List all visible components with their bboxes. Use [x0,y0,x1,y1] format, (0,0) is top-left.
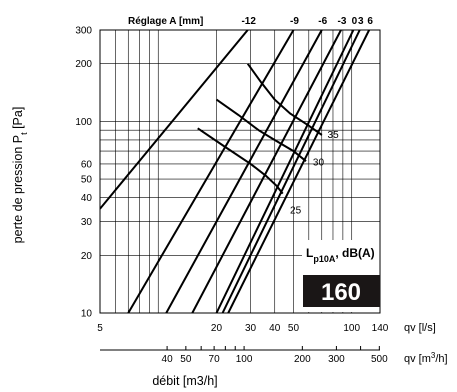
setting-line-3 [221,30,361,313]
noise-curve-25 [197,127,284,195]
y-tick-label: 50 [81,175,93,186]
y-tick-label: 300 [75,26,92,37]
y-axis-label: perte de pression Pt [Pa] [11,107,29,244]
setting-line-minus9 [127,30,295,313]
x-tick-label-m3h: 200 [294,354,311,365]
setting-label-minus6: -6 [318,16,327,27]
x-tick-label-ls: 20 [211,323,223,334]
y-tick-label: 60 [81,159,93,170]
x-tick-label-m3h: 500 [371,354,388,365]
noise-label-30: 30 [313,157,325,168]
setting-line-0 [215,30,355,313]
x-axis-secondary-label-main: qv [m [404,353,431,365]
y-axis-label-unit: [Pa] [11,107,25,133]
title-bg [120,14,375,28]
x-tick-label-m3h: 300 [328,354,345,365]
x-axis-primary-label: qv [l/s] [404,322,436,334]
x-tick-label-m3h: 100 [236,354,253,365]
setting-line-minus6 [165,30,323,313]
setting-line-minus3 [191,30,342,313]
y-axis-label-main: perte de pression P [11,135,25,243]
size-badge-text: 160 [321,279,361,306]
x-axis-label: débit [m3/h] [152,374,217,388]
noise-curve-35 [246,63,323,136]
setting-label-minus12: -12 [241,16,256,27]
setting-lines [100,30,384,313]
x-tick-label-ls: 30 [245,323,257,334]
x-tick-label-ls: 140 [372,323,389,334]
y-tick-label: 30 [81,217,93,228]
noise-curves: 35 30 25 [197,63,340,217]
chart-axes: 10 20 30 40 50 60 100 200 300 5 20 30 40 50 100 140 40 50… [75,26,388,366]
y-tick-label: 200 [75,59,92,70]
setting-label-minus9: -9 [290,16,299,27]
lp-label: Lp10A, dB(A) [306,246,375,264]
size-badge [303,275,380,307]
setting-label-3: 3 [358,16,364,27]
lp-label-unit: , dB(A) [335,246,374,260]
chart-labels: qv [l/s]qv [m3/h]débit [m3/h]perte de pr… [11,14,448,388]
x-tick-label-ls: 100 [343,323,360,334]
lp-label-main: L [306,246,313,260]
y-tick-label: 10 [81,309,93,320]
x-axis-secondary-label-end: /h] [435,353,447,365]
x-tick-label-m3h: 50 [180,354,192,365]
x-axis-secondary-label: qv [m3/h] [404,351,448,366]
setting-label-minus3: -3 [338,16,347,27]
noise-label-35: 35 [328,130,340,141]
chart-title: Réglage A [mm] [128,16,203,27]
y-tick-label: 20 [81,251,93,262]
x-tick-label-m3h: 70 [209,354,221,365]
x-tick-label-m3h: 40 [162,354,174,365]
x-axis-secondary-label-sup: 3 [431,351,436,360]
x-tick-label-ls: 50 [288,323,300,334]
x-tick-label-ls: 5 [97,323,103,334]
setting-line-minus12 [100,30,249,210]
y-tick-label: 40 [81,193,93,204]
setting-label-0: 0 [352,16,358,27]
noise-curve-30 [215,98,307,162]
noise-label-25: 25 [290,206,302,217]
plot-frame [99,29,381,314]
setting-line-6 [227,30,371,313]
y-axis-label-sub: t [19,132,29,135]
lp-label-sub: p10A [313,254,336,264]
x-tick-label-ls: 40 [269,323,281,334]
y-tick-label: 100 [75,117,92,128]
setting-label-6: 6 [367,16,373,27]
